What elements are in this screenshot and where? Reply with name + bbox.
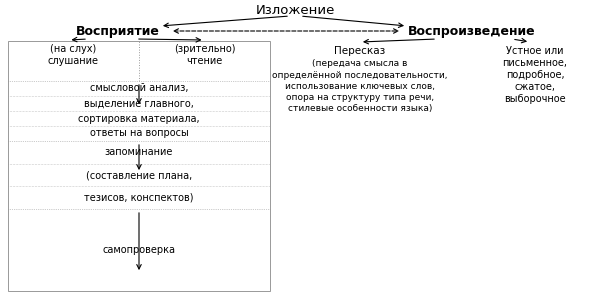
Text: (на слух): (на слух)	[50, 44, 97, 54]
Text: письменное,: письменное,	[503, 58, 568, 68]
Text: выборочное: выборочное	[504, 94, 566, 104]
Text: стилевые особенности языка): стилевые особенности языка)	[288, 103, 432, 112]
Text: (составление плана,: (составление плана,	[86, 170, 192, 180]
Text: определённой последовательности,: определённой последовательности,	[272, 71, 448, 80]
Text: ответы на вопросы: ответы на вопросы	[89, 129, 188, 138]
Text: использование ключевых слов,: использование ключевых слов,	[285, 82, 435, 91]
Text: сортировка материала,: сортировка материала,	[78, 114, 200, 123]
Text: Восприятие: Восприятие	[76, 25, 160, 37]
Text: выделение главного,: выделение главного,	[84, 98, 194, 109]
Text: самопроверка: самопроверка	[103, 245, 176, 255]
Text: сжатое,: сжатое,	[515, 82, 556, 92]
Text: подробное,: подробное,	[506, 70, 565, 80]
Text: Устное или: Устное или	[506, 46, 564, 56]
Text: чтение: чтение	[187, 56, 223, 66]
Text: смысловой анализ,: смысловой анализ,	[90, 83, 188, 94]
Text: (передача смысла в: (передача смысла в	[313, 60, 407, 68]
Text: Пересказ: Пересказ	[334, 46, 386, 56]
Bar	[8, 41, 270, 291]
Text: запоминание: запоминание	[105, 147, 173, 157]
Text: тезисов, конспектов): тезисов, конспектов)	[84, 193, 194, 203]
Text: опора на структуру типа речи,: опора на структуру типа речи,	[286, 92, 434, 101]
Text: Изложение: Изложение	[256, 4, 335, 18]
Text: Воспроизведение: Воспроизведение	[408, 25, 536, 37]
Text: (зрительно): (зрительно)	[174, 44, 235, 54]
Text: слушание: слушание	[48, 56, 99, 66]
